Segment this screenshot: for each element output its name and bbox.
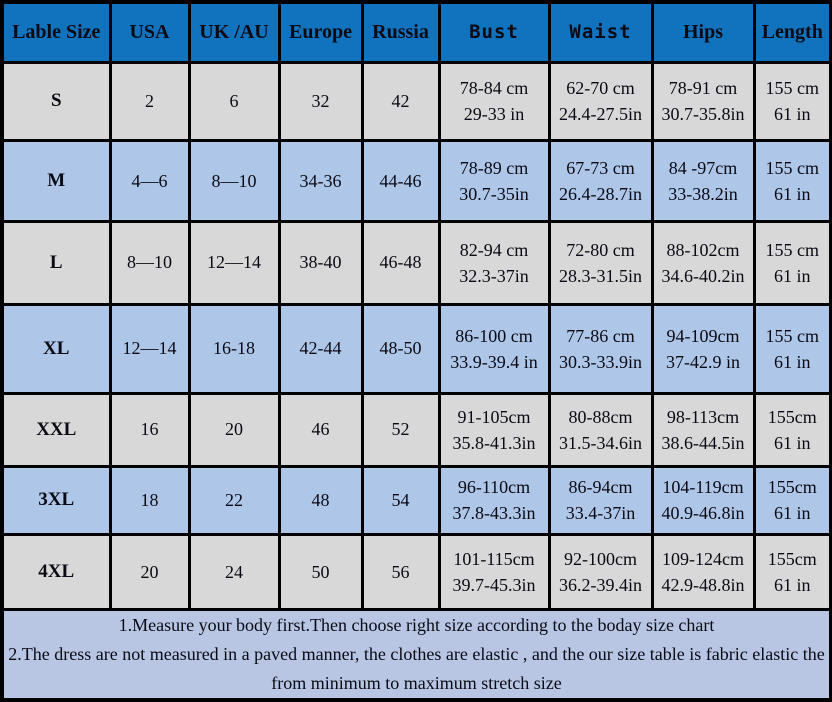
size-label: XL (0, 302, 112, 395)
table-row-4xl: 4XL 20 24 50 56 101-115cm 39.7-45.3in 92-… (0, 533, 832, 611)
length-cell: 155cm 61 in (752, 533, 832, 611)
hips-cell: 94-109cm 37-42.9 in (650, 302, 756, 395)
waist-cell: 67-73 cm 26.4-28.7in (547, 139, 654, 224)
size-label: S (0, 60, 112, 143)
size-label: 3XL (0, 464, 112, 537)
column-header-bust: Bust (437, 0, 551, 64)
europe-cell: 32 (277, 60, 364, 143)
notes-row: 1.Measure your body first.Then choose ri… (0, 608, 832, 702)
europe-cell: 34-36 (277, 139, 364, 224)
bust-cell: 86-100 cm 33.9-39.4 in (437, 302, 551, 395)
column-header-russia: Russia (360, 0, 441, 64)
russia-cell: 42 (360, 60, 441, 143)
column-header-europe: Europe (277, 0, 364, 64)
hips-cell: 104-119cm 40.9-46.8in (650, 464, 756, 537)
waist-cell: 86-94cm 33.4-37in (547, 464, 654, 537)
bust-cell: 96-110cm 37.8-43.3in (437, 464, 551, 537)
waist-cell: 80-88cm 31.5-34.6in (547, 391, 654, 468)
usa-cell: 2 (108, 60, 191, 143)
bust-cell: 91-105cm 35.8-41.3in (437, 391, 551, 468)
length-cell: 155 cm 61 in (752, 60, 832, 143)
russia-cell: 48-50 (360, 302, 441, 395)
table-header-row: Lable Size USA UK /AU Europe Russia Bust… (0, 0, 832, 64)
bust-cell: 78-89 cm 30.7-35in (437, 139, 551, 224)
note-2: 2.The dress are not measured in a paved … (8, 644, 825, 693)
column-header-uk-au: UK /AU (187, 0, 281, 64)
hips-cell: 78-91 cm 30.7-35.8in (650, 60, 756, 143)
usa-cell: 16 (108, 391, 191, 468)
russia-cell: 46-48 (360, 220, 441, 306)
europe-cell: 46 (277, 391, 364, 468)
russia-cell: 44-46 (360, 139, 441, 224)
usa-cell: 18 (108, 464, 191, 537)
russia-cell: 54 (360, 464, 441, 537)
hips-cell: 98-113cm 38.6-44.5in (650, 391, 756, 468)
hips-cell: 84 -97cm 33-38.2in (650, 139, 756, 224)
column-header-length: Length (752, 0, 832, 64)
uk-au-cell: 16-18 (187, 302, 281, 395)
usa-cell: 12—14 (108, 302, 191, 395)
uk-au-cell: 12—14 (187, 220, 281, 306)
russia-cell: 52 (360, 391, 441, 468)
table-row-m: M 4—6 8—10 34-36 44-46 78-89 cm 30.7-35in… (0, 139, 832, 224)
waist-cell: 72-80 cm 28.3-31.5in (547, 220, 654, 306)
column-header-lable-size: Lable Size (0, 0, 112, 64)
length-cell: 155 cm 61 in (752, 139, 832, 224)
russia-cell: 56 (360, 533, 441, 611)
column-header-usa: USA (108, 0, 191, 64)
column-header-hips: Hips (650, 0, 756, 64)
uk-au-cell: 6 (187, 60, 281, 143)
size-label: XXL (0, 391, 112, 468)
table-row-l: L 8—10 12—14 38-40 46-48 82-94 cm 32.3-37… (0, 220, 832, 306)
bust-cell: 82-94 cm 32.3-37in (437, 220, 551, 306)
uk-au-cell: 22 (187, 464, 281, 537)
size-label: 4XL (0, 533, 112, 611)
length-cell: 155cm 61 in (752, 391, 832, 468)
size-label: M (0, 139, 112, 224)
table-row-xl: XL 12—14 16-18 42-44 48-50 86-100 cm 33.9… (0, 302, 832, 395)
usa-cell: 4—6 (108, 139, 191, 224)
length-cell: 155 cm 61 in (752, 220, 832, 306)
table-row-s: S 2 6 32 42 78-84 cm 29-33 in 62-70 cm 24.… (0, 60, 832, 143)
length-cell: 155cm 61 in (752, 464, 832, 537)
hips-cell: 88-102cm 34.6-40.2in (650, 220, 756, 306)
europe-cell: 38-40 (277, 220, 364, 306)
europe-cell: 42-44 (277, 302, 364, 395)
bust-cell: 101-115cm 39.7-45.3in (437, 533, 551, 611)
usa-cell: 8—10 (108, 220, 191, 306)
notes-cell: 1.Measure your body first.Then choose ri… (0, 608, 832, 702)
table-row-xxl: XXL 16 20 46 52 91-105cm 35.8-41.3in 80-8… (0, 391, 832, 468)
bust-cell: 78-84 cm 29-33 in (437, 60, 551, 143)
uk-au-cell: 20 (187, 391, 281, 468)
uk-au-cell: 24 (187, 533, 281, 611)
usa-cell: 20 (108, 533, 191, 611)
waist-cell: 77-86 cm 30.3-33.9in (547, 302, 654, 395)
size-label: L (0, 220, 112, 306)
hips-cell: 109-124cm 42.9-48.8in (650, 533, 756, 611)
column-header-waist: Waist (547, 0, 654, 64)
waist-cell: 92-100cm 36.2-39.4in (547, 533, 654, 611)
note-1: 1.Measure your body first.Then choose ri… (118, 615, 715, 635)
europe-cell: 50 (277, 533, 364, 611)
table-row-3xl: 3XL 18 22 48 54 96-110cm 37.8-43.3in 86-9… (0, 464, 832, 537)
uk-au-cell: 8—10 (187, 139, 281, 224)
europe-cell: 48 (277, 464, 364, 537)
waist-cell: 62-70 cm 24.4-27.5in (547, 60, 654, 143)
length-cell: 155 cm 61 in (752, 302, 832, 395)
